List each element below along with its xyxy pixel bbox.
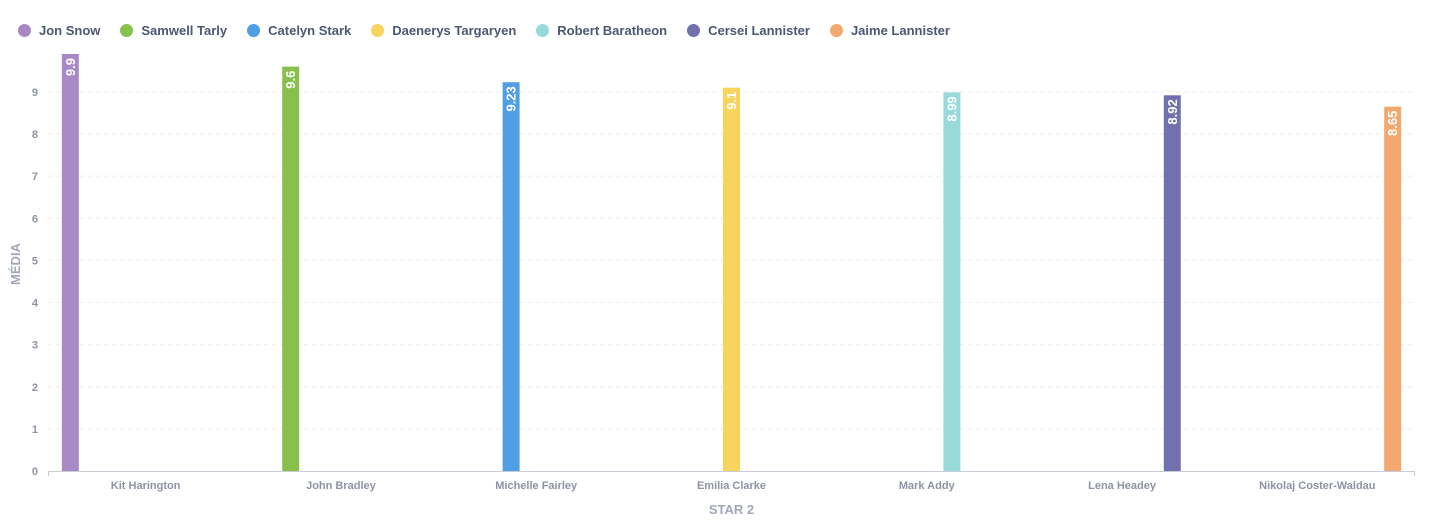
y-tick-label: 1 [32, 424, 38, 436]
bar[interactable] [282, 66, 300, 472]
data-label: 8.92 [1165, 99, 1180, 124]
y-tick-label: 3 [32, 340, 38, 352]
x-axis-title: STAR 2 [709, 502, 754, 517]
data-label: 8.99 [944, 96, 959, 121]
data-label: 9.6 [283, 71, 298, 89]
x-tick-label: Mark Addy [899, 480, 956, 492]
bar[interactable] [61, 54, 79, 471]
y-tick-label: 6 [32, 213, 38, 225]
bar[interactable] [723, 87, 740, 472]
y-tick-label: 4 [32, 298, 39, 310]
legend-item[interactable]: Jaime Lannister [829, 22, 950, 38]
x-tick-label: Nikolaj Coster-Waldau [1259, 480, 1375, 492]
x-tick-label: Kit Harington [111, 480, 181, 492]
y-tick-label: 2 [32, 382, 38, 394]
legend-label: Jon Snow [39, 22, 101, 38]
legend-item[interactable]: Daenerys Targaryen [371, 23, 516, 38]
y-axis-title: MÉDIA [8, 242, 23, 285]
legend-swatch [687, 23, 701, 37]
legend-label: Cersei Lannister [708, 22, 810, 38]
data-label: 9.9 [63, 58, 78, 76]
legend: Jon Snow Samwell Tarly Catelyn Stark Daener… [18, 20, 970, 40]
legend-swatch [247, 23, 261, 37]
legend-item[interactable]: Catelyn Stark [247, 23, 351, 38]
legend-label: Daenerys Targaryen [392, 22, 517, 38]
legend-label: Catelyn Stark [268, 22, 352, 38]
y-tick-label: 8 [32, 129, 38, 141]
y-tick-label: 0 [32, 466, 38, 478]
x-tick-label: Lena Headey [1088, 480, 1157, 492]
legend-item[interactable]: Jon Snow [18, 23, 100, 38]
bar[interactable] [502, 82, 520, 471]
legend-swatch [120, 23, 134, 37]
legend-item[interactable]: Cersei Lannister [687, 23, 810, 38]
legend-label: Robert Baratheon [557, 22, 668, 38]
y-tick-label: 5 [32, 255, 38, 267]
legend-label: Samwell Tarly [141, 22, 228, 38]
x-tick-label: Michelle Fairley [495, 480, 578, 492]
legend-swatch [536, 23, 550, 37]
legend-item[interactable]: Samwell Tarly [120, 23, 227, 38]
data-label: 9.1 [724, 92, 739, 110]
legend-swatch [829, 23, 843, 37]
legend-item[interactable]: Robert Baratheon [536, 23, 667, 38]
data-label: 8.65 [1385, 111, 1400, 136]
legend-swatch [18, 23, 31, 37]
legend-label: Jaime Lannister [850, 22, 950, 38]
x-tick-label: Emilia Clarke [697, 480, 766, 492]
y-tick-label: 9 [32, 87, 38, 99]
x-tick-label: John Bradley [306, 480, 377, 492]
bar[interactable] [1384, 106, 1402, 471]
bar[interactable] [943, 92, 961, 472]
legend-swatch [371, 23, 385, 37]
data-label: 9.23 [504, 86, 519, 111]
y-tick-label: 7 [32, 171, 38, 183]
bar[interactable] [1163, 95, 1181, 472]
